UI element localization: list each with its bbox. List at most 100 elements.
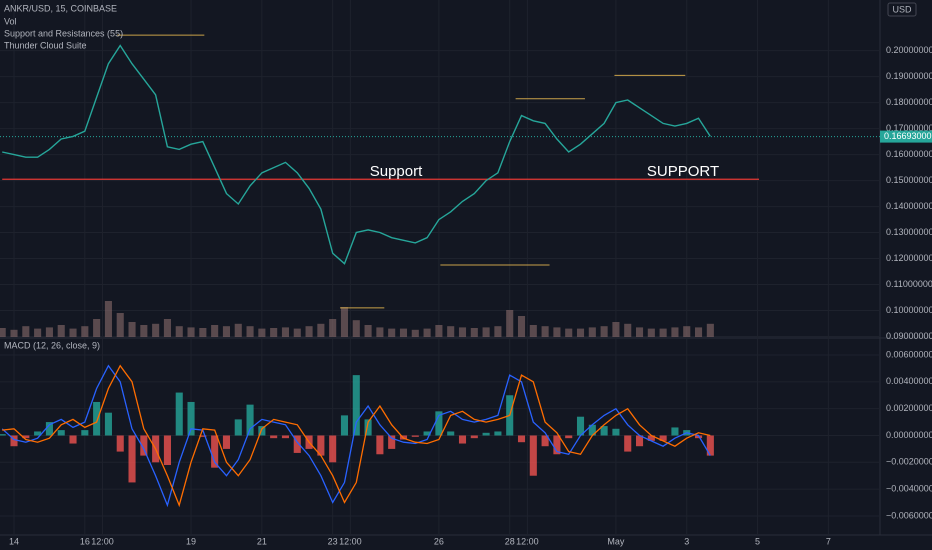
macd-histogram-bar [234, 419, 242, 436]
macd-histogram-bar [10, 435, 18, 447]
volume-bar [175, 326, 183, 337]
y-tick-label: 0.00000000 [886, 430, 932, 440]
x-tick-label: 23 [328, 536, 338, 546]
macd-histogram-bar [659, 435, 667, 441]
volume-bar [588, 327, 596, 337]
volume-bar [317, 323, 325, 337]
macd-histogram-bar [647, 435, 655, 441]
volume-bar [695, 327, 703, 337]
macd-histogram-bar [163, 435, 171, 465]
volume-bar [541, 326, 549, 337]
volume-bar [388, 328, 396, 337]
macd-histogram-bar [270, 435, 278, 439]
volume-bar [281, 327, 290, 337]
macd-histogram-bar [187, 401, 195, 436]
volume-bar [553, 327, 561, 337]
last-price-label: 0.16693000 [884, 131, 932, 141]
macd-histogram-bar [57, 430, 65, 436]
volume-bar [45, 327, 53, 337]
macd-histogram-bar [600, 426, 608, 436]
macd-histogram-bar [45, 422, 53, 436]
volume-bar [305, 326, 313, 337]
y-tick-label: 0.09000000 [886, 331, 932, 341]
macd-histogram-bar [281, 435, 290, 439]
volume-bar [104, 301, 112, 337]
macd-histogram-bar [376, 435, 384, 455]
volume-bar [659, 328, 667, 337]
macd-histogram-bar [0, 434, 6, 436]
volume-bar [81, 326, 89, 337]
macd-histogram-bar [706, 435, 714, 456]
volume-bar [0, 328, 6, 337]
y-tick-label: −0.00200000 [886, 457, 932, 467]
volume-bar [140, 325, 148, 337]
macd-histogram-bar [340, 415, 349, 436]
macd-histogram-bar [116, 435, 124, 452]
volume-bar [600, 326, 608, 337]
y-tick-label: 0.14000000 [886, 201, 932, 211]
macd-histogram-bar [128, 435, 136, 483]
indicator: Vol [4, 16, 17, 26]
y-tick-label: 0.16000000 [886, 149, 932, 159]
x-tick-label: 7 [826, 536, 831, 546]
x-tick-label: 5 [755, 536, 760, 546]
volume-bar [529, 325, 537, 337]
volume-bar [435, 325, 443, 337]
macd-histogram-bar [529, 435, 537, 476]
volume-bar [683, 326, 691, 337]
volume-bar [163, 319, 171, 337]
volume-bar [222, 326, 230, 337]
macd-histogram-bar [671, 427, 679, 436]
volume-bar [612, 322, 620, 337]
y-tick-label: 0.20000000 [886, 45, 932, 55]
macd-histogram-bar [565, 435, 573, 439]
volume-bar [576, 328, 585, 337]
x-tick-label: 26 [434, 536, 444, 546]
macd-histogram-bar [104, 412, 112, 436]
volume-bar [624, 323, 632, 337]
indicator: Thunder Cloud Suite [4, 40, 87, 50]
y-tick-label: 0.10000000 [886, 305, 932, 315]
volume-bar [635, 327, 644, 337]
currency[interactable]: USD [892, 4, 912, 14]
volume-bar [69, 328, 77, 337]
x-tick-label: 19 [186, 536, 196, 546]
macd-histogram-bar [317, 435, 325, 456]
volume-bar [517, 316, 526, 337]
volume-bar [470, 328, 478, 337]
volume-bar [482, 327, 490, 337]
volume-bar [352, 320, 360, 337]
volume-bar [411, 329, 419, 337]
macd-histogram-bar [458, 435, 467, 444]
macd-histogram-bar [246, 404, 254, 436]
volume-bar [22, 326, 30, 337]
macd-histogram-bar [93, 401, 101, 436]
volume-bar [293, 328, 301, 337]
volume-bar [447, 326, 455, 337]
macd-histogram-bar [411, 435, 419, 437]
volume-bar [211, 325, 219, 337]
macd-histogram-bar [423, 431, 431, 436]
macd-histogram-bar [34, 431, 42, 436]
macd-histogram-bar [388, 435, 396, 449]
macd-histogram-bar [612, 428, 620, 436]
macd-histogram-bar [175, 392, 183, 436]
y-tick-label: −0.00400000 [886, 484, 932, 494]
macd-histogram-bar [588, 424, 596, 436]
price-line [2, 44, 711, 265]
volume-bar [506, 310, 514, 337]
volume-bar [270, 328, 278, 337]
macd-histogram-bar [482, 432, 490, 436]
macd-histogram-bar [352, 375, 360, 436]
volume-bar [340, 307, 349, 337]
volume-bar [258, 328, 266, 337]
macd-histogram-bar [69, 435, 77, 444]
macd-histogram-bar [541, 435, 549, 447]
volume-bar [234, 323, 242, 337]
volume-bar [364, 325, 372, 337]
macd-histogram-bar [494, 431, 502, 436]
volume-bar [187, 327, 195, 337]
macd-histogram-bar [140, 435, 148, 456]
currency-box[interactable] [887, 2, 917, 17]
